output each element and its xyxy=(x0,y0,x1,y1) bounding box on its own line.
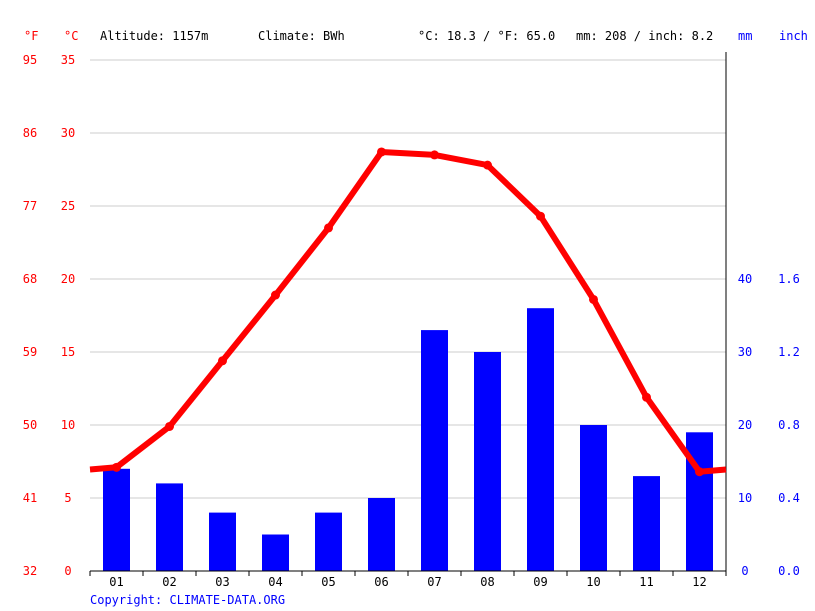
copyright-text: Copyright: CLIMATE-DATA.ORG xyxy=(90,593,285,607)
temperature-point xyxy=(589,294,598,304)
climate-label: Climate: BWh xyxy=(258,29,345,43)
fahrenheit-tick-label: 95 xyxy=(23,53,37,67)
fahrenheit-tick-label: 59 xyxy=(23,345,37,359)
celsius-unit-label: °C xyxy=(64,29,78,43)
fahrenheit-tick-label: 77 xyxy=(23,199,37,213)
month-tick-label: 11 xyxy=(639,575,653,589)
precipitation-bar xyxy=(103,468,130,571)
precipitation-bar xyxy=(527,308,554,571)
precipitation-bar xyxy=(156,483,183,571)
inch-tick-label: 1.2 xyxy=(778,345,800,359)
temperature-point xyxy=(324,223,333,233)
mm-tick-label: 20 xyxy=(738,418,752,432)
celsius-tick-label: 30 xyxy=(61,126,75,140)
fahrenheit-tick-label: 32 xyxy=(23,564,37,578)
temperature-point xyxy=(642,392,651,402)
temperature-point xyxy=(536,211,545,221)
mm-tick-label: 40 xyxy=(738,272,752,286)
temperature-point xyxy=(430,150,439,160)
fahrenheit-tick-label: 68 xyxy=(23,272,37,286)
inch-unit-label: inch xyxy=(779,29,808,43)
inch-tick-label: 0.0 xyxy=(778,564,800,578)
inch-tick-label: 0.4 xyxy=(778,491,800,505)
month-tick-label: 09 xyxy=(533,575,547,589)
chart-axes xyxy=(90,52,727,572)
precipitation-bar xyxy=(421,330,448,571)
fahrenheit-tick-label: 50 xyxy=(23,418,37,432)
celsius-tick-label: 15 xyxy=(61,345,75,359)
mm-tick-label: 30 xyxy=(738,345,752,359)
precipitation-bar xyxy=(368,498,395,571)
month-tick-label: 01 xyxy=(109,575,123,589)
month-tick-label: 12 xyxy=(692,575,706,589)
fahrenheit-tick-label: 86 xyxy=(23,126,37,140)
precipitation-bars xyxy=(103,308,713,571)
mm-unit-label: mm xyxy=(738,29,752,43)
month-tick-label: 02 xyxy=(162,575,176,589)
celsius-tick-label: 20 xyxy=(61,272,75,286)
celsius-tick-label: 0 xyxy=(64,564,71,578)
precipitation-bar xyxy=(633,476,660,571)
fahrenheit-tick-label: 41 xyxy=(23,491,37,505)
inch-tick-label: 1.6 xyxy=(778,272,800,286)
temperature-series-line xyxy=(89,149,727,475)
precip-total-label: mm: 208 / inch: 8.2 xyxy=(576,29,713,43)
precipitation-bar xyxy=(580,425,607,571)
month-tick-label: 10 xyxy=(586,575,600,589)
altitude-label: Altitude: 1157m xyxy=(100,29,208,43)
grid-lines xyxy=(89,59,727,576)
month-tick-label: 08 xyxy=(480,575,494,589)
month-tick-label: 04 xyxy=(268,575,282,589)
temperature-point xyxy=(112,462,121,472)
temperature-line xyxy=(89,147,727,477)
month-tick-label: 07 xyxy=(427,575,441,589)
temperature-point xyxy=(483,160,492,170)
precipitation-bar xyxy=(262,534,289,571)
celsius-tick-label: 10 xyxy=(61,418,75,432)
temperature-point xyxy=(271,290,280,300)
temperature-point xyxy=(218,356,227,366)
celsius-tick-label: 5 xyxy=(64,491,71,505)
month-tick-label: 06 xyxy=(374,575,388,589)
mm-tick-label: 0 xyxy=(741,564,748,578)
celsius-tick-label: 35 xyxy=(61,53,75,67)
precipitation-bar xyxy=(315,512,342,571)
temperature-point xyxy=(377,147,386,157)
precipitation-bar xyxy=(686,432,713,571)
temperature-point xyxy=(165,421,174,431)
precipitation-bar xyxy=(209,512,236,571)
celsius-tick-label: 25 xyxy=(61,199,75,213)
mm-tick-label: 10 xyxy=(738,491,752,505)
temperature-point xyxy=(695,467,704,477)
month-tick-label: 05 xyxy=(321,575,335,589)
avg-temp-label: °C: 18.3 / °F: 65.0 xyxy=(418,29,555,43)
month-tick-label: 03 xyxy=(215,575,229,589)
inch-tick-label: 0.8 xyxy=(778,418,800,432)
precipitation-bar xyxy=(474,352,501,571)
fahrenheit-unit-label: °F xyxy=(24,29,38,43)
